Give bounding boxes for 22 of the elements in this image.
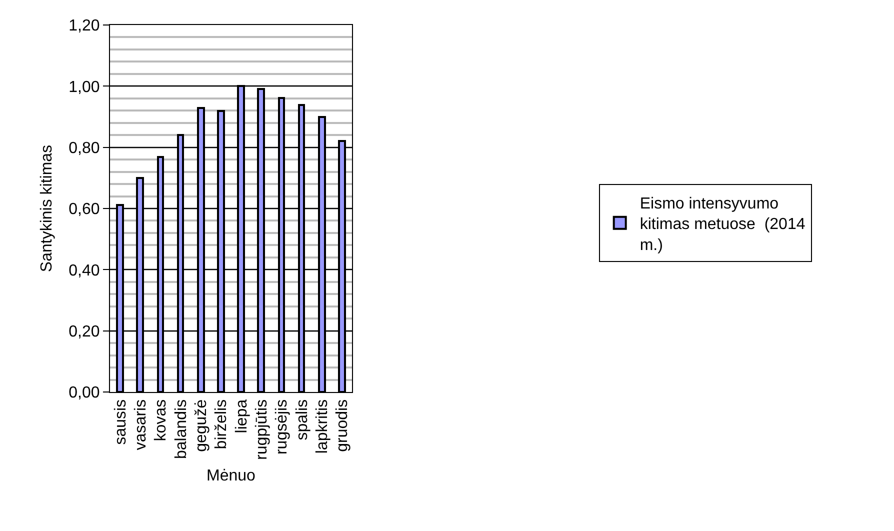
x-tick-label: vasaris [132,399,150,450]
y-tick-label: 0,80 [68,140,100,157]
y-tick-label: 0,40 [68,262,100,280]
x-tick-label: rugsėjis [274,399,291,455]
x-tick-label: spalis [294,399,311,440]
x-tick-label: gruodis [334,399,352,452]
y-tick-label: 0,00 [68,384,100,402]
x-tick-label: lapkritis [314,399,331,454]
y-tick-label: 0,20 [68,323,100,340]
x-tick-label: sausis [112,399,130,445]
x-tick-label: liepa [233,399,250,434]
y-tick-label: 0,60 [68,201,100,218]
x-tick-label: gegužė [192,399,210,452]
x-tick-label: balandis [172,399,190,460]
x-tick-label: birželis [213,399,230,450]
y-axis-title: Santykinis kitimas [38,144,56,272]
legend-label: Eismo intensyvumo kitimas metuose (2014 m.) [640,195,806,254]
y-tick-label: 1,20 [68,18,100,35]
x-axis-title: Mėnuo [206,468,256,485]
x-tick-label: rugpjūtis [253,399,270,460]
y-tick-label: 1,00 [68,78,100,96]
x-tick-label: kovas [152,399,170,442]
